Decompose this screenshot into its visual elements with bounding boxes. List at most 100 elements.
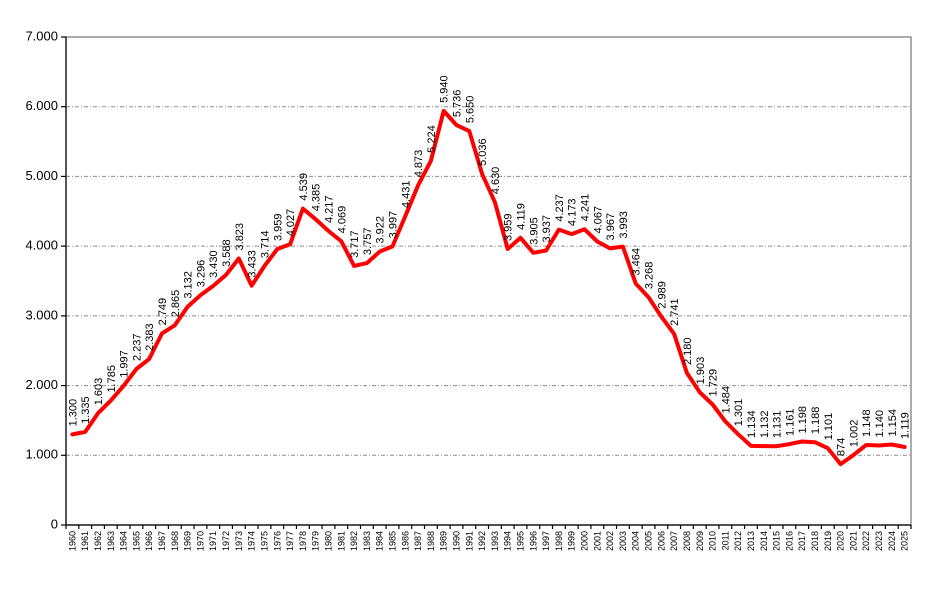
data-label: 1.161: [784, 409, 796, 437]
data-label: 3.464: [631, 248, 643, 276]
data-label: 1.785: [106, 365, 118, 393]
x-tick-label: 2005: [644, 531, 654, 551]
x-tick-label: 1966: [144, 531, 154, 551]
x-tick-label: 1962: [93, 531, 103, 551]
x-tick-label: 2018: [810, 531, 820, 551]
data-label: 5.940: [439, 75, 451, 103]
x-tick-label: 1967: [157, 531, 167, 551]
data-label: 4.873: [413, 150, 425, 178]
axes: [61, 36, 912, 529]
x-tick-label: 2021: [848, 531, 858, 551]
data-label: 1.729: [708, 369, 720, 397]
data-label: 3.588: [221, 239, 233, 267]
x-tick-label: 1989: [439, 531, 449, 551]
x-tick-label: 2000: [580, 531, 590, 551]
x-tick-label: 1982: [349, 531, 359, 551]
x-tick-label: 2017: [797, 531, 807, 551]
data-label: 5.036: [477, 138, 489, 166]
data-label: 4.431: [400, 181, 412, 209]
x-tick-label: 1983: [362, 531, 372, 551]
x-axis-tick-labels: 1960 1961 1962 1963 1964 1965 1966 1967 1968 1969…: [67, 531, 909, 551]
x-tick-label: 1995: [516, 531, 526, 551]
x-tick-label: 1987: [413, 531, 423, 551]
y-tick-label: 6.000: [25, 98, 58, 113]
data-label: 4.539: [298, 173, 310, 201]
x-tick-label: 2015: [772, 531, 782, 551]
x-tick-label: 1992: [477, 531, 487, 551]
x-tick-label: 1979: [311, 531, 321, 551]
data-series-line: [70, 108, 907, 467]
data-label: 3.993: [618, 211, 630, 239]
data-label: 1.002: [848, 420, 860, 448]
y-axis-tick-labels: 0 1.000 2.000 3.000 4.000 5.000 6.000 7.000: [25, 28, 58, 531]
x-tick-label: 1969: [183, 531, 193, 551]
data-label: 3.905: [528, 217, 540, 245]
data-label: 2.741: [669, 298, 681, 326]
data-label: 4.069: [336, 206, 348, 234]
x-tick-label: 1984: [375, 531, 385, 551]
data-label: 2.237: [131, 334, 143, 362]
data-label: 3.430: [208, 250, 220, 278]
data-label: 1.198: [797, 406, 809, 434]
data-label: 1.997: [119, 350, 131, 378]
x-tick-label: 2025: [900, 531, 910, 551]
data-label: 4.173: [567, 199, 579, 227]
data-label: 3.937: [541, 215, 553, 243]
x-tick-label: 1973: [234, 531, 244, 551]
x-tick-label: 1968: [170, 531, 180, 551]
y-tick-label: 3.000: [25, 307, 58, 322]
data-label: 4.241: [580, 194, 592, 222]
data-label: 4.119: [516, 203, 528, 230]
x-tick-label: 2010: [708, 531, 718, 551]
x-tick-label: 2004: [631, 531, 641, 551]
data-label: 2.383: [144, 323, 156, 351]
data-label: 3.823: [234, 223, 246, 251]
x-tick-label: 2012: [733, 531, 743, 551]
data-label: 874: [836, 438, 848, 456]
x-tick-label: 1994: [503, 531, 513, 551]
data-label: 1.300: [67, 399, 79, 427]
x-tick-label: 2024: [887, 531, 897, 551]
x-tick-label: 1977: [285, 531, 295, 551]
data-label: 3.268: [644, 262, 656, 290]
x-tick-label: 2002: [605, 531, 615, 551]
x-tick-label: 2006: [656, 531, 666, 551]
data-label: 1.119: [900, 412, 912, 439]
data-label: 1.335: [80, 396, 92, 424]
x-tick-label: 2023: [874, 531, 884, 551]
data-label: 1.301: [733, 399, 745, 427]
data-label: 3.433: [247, 250, 259, 278]
x-tick-label: 2014: [759, 531, 769, 551]
data-label: 5.224: [426, 125, 438, 153]
x-tick-label: 2007: [669, 531, 679, 551]
gridlines: [66, 106, 911, 456]
x-tick-label: 1988: [426, 531, 436, 551]
data-label: 1.154: [887, 409, 899, 437]
x-tick-label: 1978: [298, 531, 308, 551]
data-label: 1.131: [772, 411, 784, 439]
x-tick-label: 1986: [400, 531, 410, 551]
data-label: 5.650: [464, 96, 476, 124]
data-label: 1.101: [823, 413, 835, 441]
x-tick-label: 1980: [323, 531, 333, 551]
data-label: 1.134: [746, 410, 758, 438]
data-label: 1.484: [720, 386, 732, 414]
data-label: 4.217: [323, 195, 335, 223]
y-tick-label: 5.000: [25, 168, 58, 183]
x-tick-label: 1972: [221, 531, 231, 551]
data-label: 2.865: [170, 290, 182, 318]
data-label: 3.959: [503, 213, 515, 241]
x-tick-label: 2019: [823, 531, 833, 551]
data-label: 3.717: [349, 230, 361, 258]
data-label: 1.903: [695, 357, 707, 385]
data-label: 1.188: [810, 407, 822, 435]
data-label: 3.714: [259, 231, 271, 259]
x-tick-label: 1970: [195, 531, 205, 551]
x-tick-label: 1993: [490, 531, 500, 551]
x-tick-label: 2003: [618, 531, 628, 551]
x-tick-label: 2013: [746, 531, 756, 551]
data-label: 3.922: [375, 216, 387, 244]
x-tick-label: 2020: [836, 531, 846, 551]
